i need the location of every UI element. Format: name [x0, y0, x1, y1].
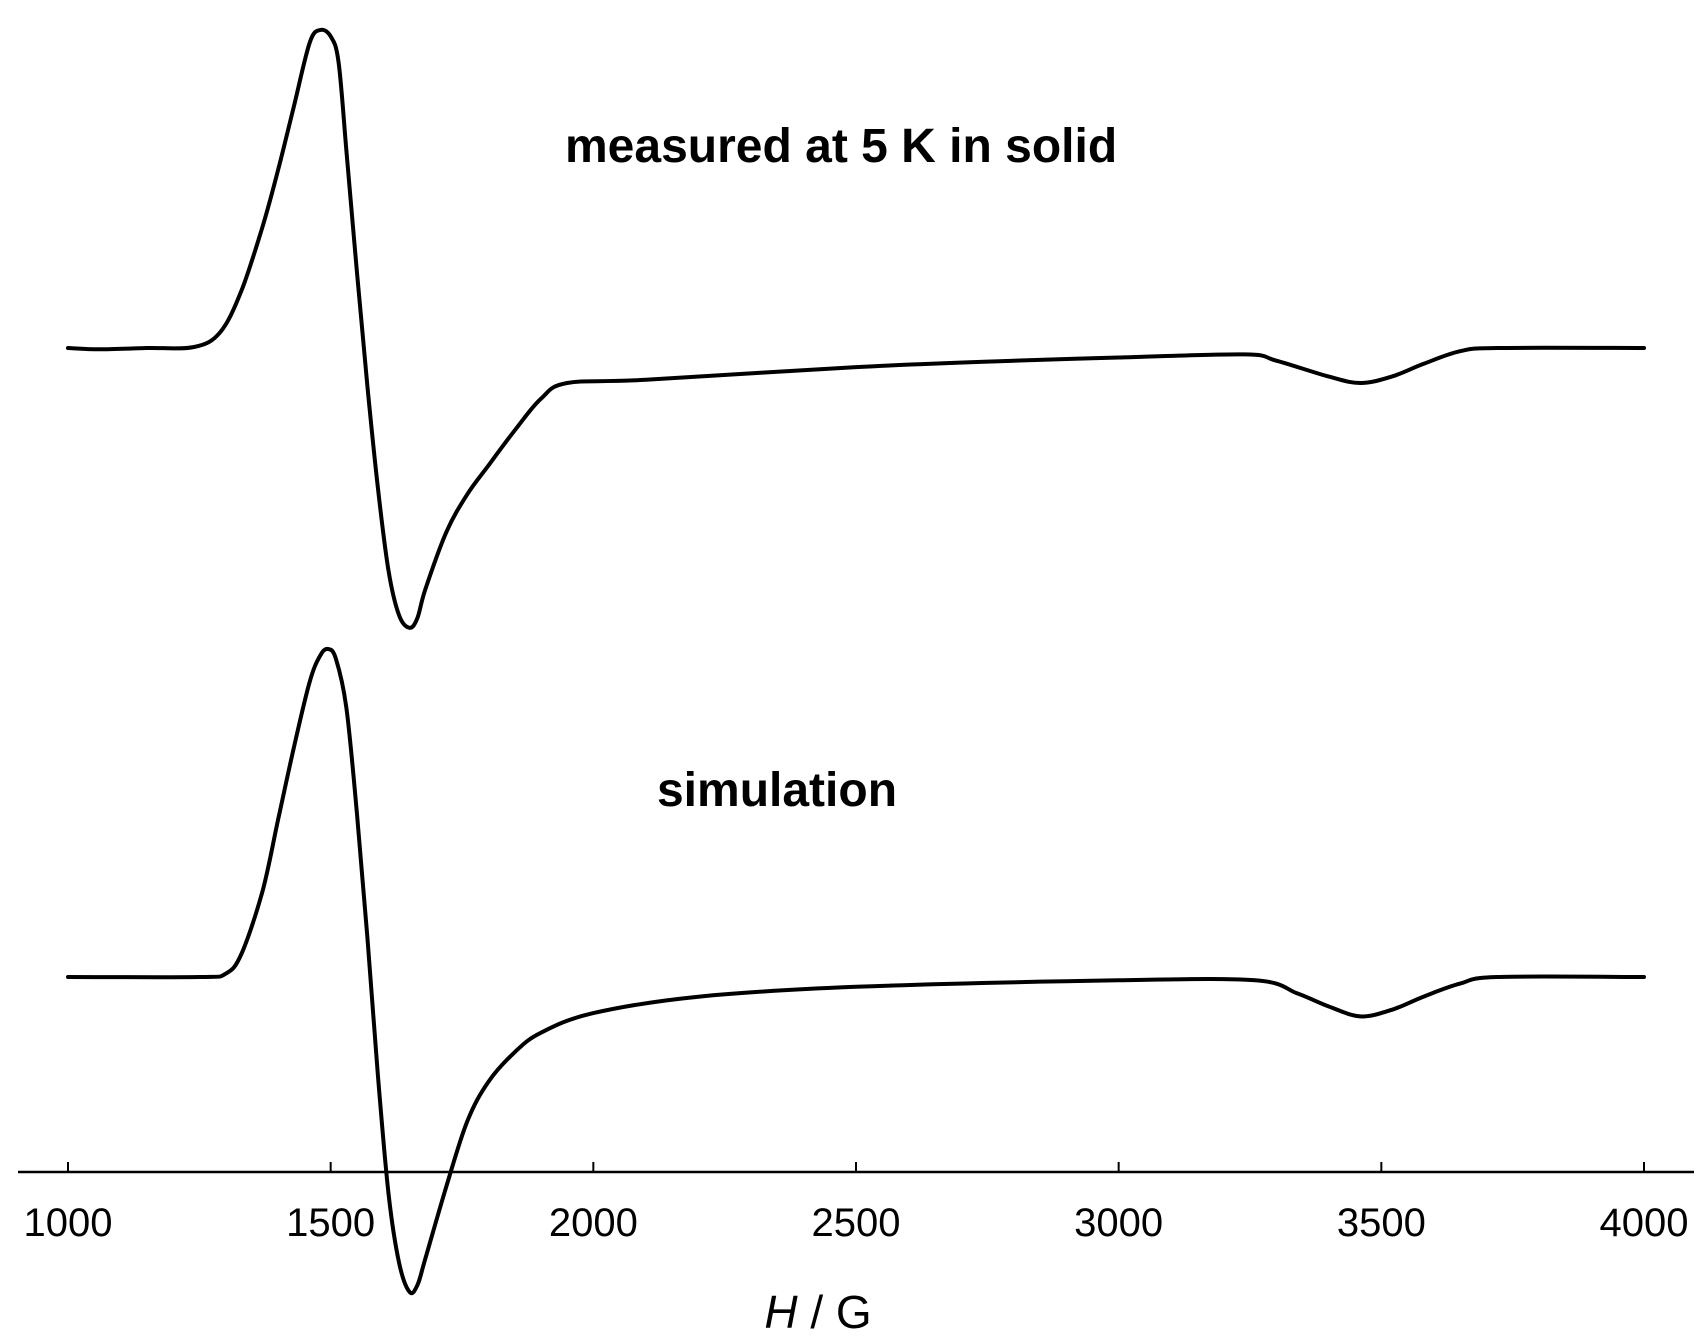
series-annotations: measured at 5 K in solid simulation	[565, 120, 1117, 817]
x-tick-label-2500: 2500	[812, 1201, 901, 1245]
x-tick-label-2000: 2000	[549, 1201, 638, 1245]
x-tick-label-3000: 3000	[1074, 1201, 1163, 1245]
x-axis-label: H / G	[764, 1286, 871, 1338]
x-tick-label-3500: 3500	[1337, 1201, 1426, 1245]
series-line-simulation	[66, 646, 1646, 1296]
series-annotation-measured: measured at 5 K in solid	[565, 120, 1117, 173]
x-axis-label-variable: H	[764, 1286, 798, 1338]
series-line-measured	[66, 27, 1646, 630]
x-axis-label-separator: /	[798, 1286, 836, 1338]
x-axis-ticks: 1000 1500 2000 2500 3000 3500 4000	[24, 1162, 1689, 1245]
x-axis-label-unit: G	[836, 1286, 872, 1338]
x-tick-label-1000: 1000	[24, 1201, 113, 1245]
series-annotation-simulation: simulation	[657, 764, 897, 817]
x-tick-label-4000: 4000	[1600, 1201, 1689, 1245]
x-tick-label-1500: 1500	[286, 1201, 375, 1245]
spectrum-traces	[66, 27, 1646, 1296]
